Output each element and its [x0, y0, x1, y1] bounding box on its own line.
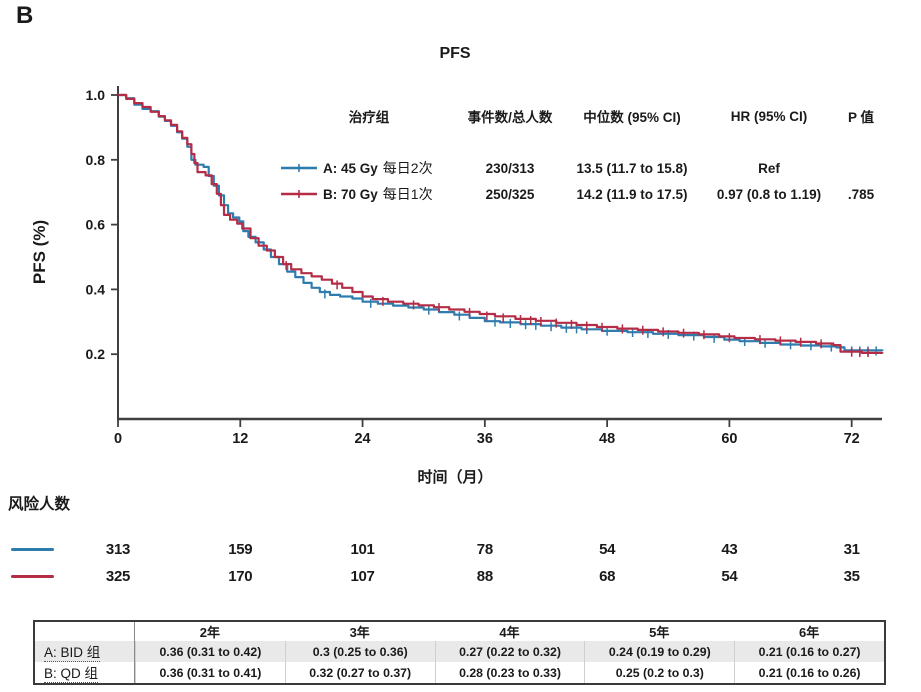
surv-value: 0.32 (0.27 to 0.37): [284, 662, 435, 683]
chart-title: PFS: [439, 45, 471, 62]
x-tick-label: 12: [232, 431, 248, 447]
x-tick-label: 60: [721, 431, 737, 447]
y-tick-label: 0.4: [86, 281, 106, 297]
surv-col-header: 4年: [499, 625, 520, 640]
risk-count-arm-b: 107: [350, 568, 375, 585]
x-tick-label: 24: [354, 431, 370, 447]
x-tick-label: 0: [114, 431, 122, 447]
arm-b-median: 14.2 (11.9 to 17.5): [576, 186, 688, 202]
legend-header-group: 治疗组: [348, 110, 390, 125]
x-tick-label: 36: [477, 431, 493, 447]
legend-header-p: P 值: [847, 110, 874, 125]
surv-value: 0.36 (0.31 to 0.42): [135, 641, 285, 662]
risk-count-arm-a: 78: [476, 541, 493, 558]
legend-results-table: 治疗组 事件数/总人数 中位数 (95% CI) HR (95% CI) P 值…: [280, 106, 888, 204]
risk-count-arm-a: 159: [228, 541, 253, 558]
surv-col-header: 2年: [199, 625, 221, 640]
risk-count-arm-b: 35: [843, 568, 860, 585]
arm-a-name: A: 45 Gy: [323, 160, 378, 176]
arm-a-hr: Ref: [758, 160, 780, 176]
legend-key-arm-a: A: 45 Gy 每日2次: [280, 158, 458, 178]
risk-count-arm-a: 313: [105, 541, 131, 558]
surv-value: 0.25 (0.2 to 0.3): [584, 662, 734, 683]
legend-header-events: 事件数/总人数: [467, 110, 553, 125]
risk-count-arm-b: 325: [105, 568, 131, 585]
legend-header-hr: HR (95% CI): [730, 108, 808, 124]
y-tick-label: 0.8: [86, 152, 106, 168]
arm-b-hr: 0.97 (0.8 to 1.19): [716, 186, 822, 202]
risk-count-arm-a: 43: [721, 541, 738, 558]
survival-curve-a: [118, 93, 884, 352]
surv-value: 0.21 (0.16 to 0.27): [734, 641, 884, 662]
surv-row-label-b: B: QD 组: [35, 662, 135, 683]
risk-count-arm-a: 101: [350, 541, 375, 558]
surv-row-label-a: A: BID 组: [35, 641, 135, 662]
surv-table-corner: [35, 622, 135, 641]
arm-b-pvalue: .785: [847, 186, 875, 202]
surv-value: 0.27 (0.22 to 0.32): [434, 641, 585, 662]
surv-value: 0.3 (0.25 to 0.36): [284, 641, 435, 662]
y-axis-label: PFS (%): [30, 219, 49, 285]
surv-value: 0.36 (0.31 to 0.41): [135, 662, 285, 683]
number-at-risk-label: 风险人数: [8, 496, 71, 513]
survival-curve-b: [118, 93, 884, 354]
x-tick-label: 48: [599, 431, 615, 447]
x-axis-label: 时间（月）: [417, 469, 493, 486]
y-tick-label: 0.2: [86, 346, 106, 362]
legend-header-median: 中位数 (95% CI): [583, 110, 681, 125]
surv-value: 0.24 (0.19 to 0.29): [584, 641, 735, 662]
line-key-icon: [281, 164, 317, 172]
risk-count-arm-a: 31: [843, 541, 860, 558]
risk-key-line-arm-b: [11, 575, 54, 578]
risk-count-arm-b: 68: [599, 568, 616, 585]
km-chart-plot: 1.0 0.8 0.6 0.4 0.2 0 12 24 36 48 60 72: [86, 86, 884, 447]
legend-row-arm-b: B: 70 Gy 每日1次 250/325 14.2 (11.9 to 17.5…: [280, 184, 888, 204]
y-tick-label: 0.6: [86, 217, 106, 233]
legend-key-arm-b: B: 70 Gy 每日1次: [280, 184, 458, 204]
risk-count-arm-a: 54: [599, 541, 616, 558]
arm-a-median: 13.5 (11.7 to 15.8): [576, 160, 688, 176]
legend-header-row: 治疗组 事件数/总人数 中位数 (95% CI) HR (95% CI) P 值: [280, 106, 888, 126]
survival-rate-table: 2年 3年 4年 5年 6年 A: BID 组 0.36 (0.31 to 0.…: [33, 620, 886, 685]
panel-label: B: [16, 2, 34, 29]
legend-row-arm-a: A: 45 Gy 每日2次 230/313 13.5 (11.7 to 15.8…: [280, 158, 888, 178]
risk-count-arm-b: 88: [476, 568, 493, 585]
surv-col-header: 3年: [349, 625, 370, 640]
x-tick-label: 72: [844, 431, 860, 447]
arm-a-schedule: 每日2次: [382, 160, 433, 176]
risk-key-line-arm-a: [11, 548, 54, 551]
line-key-icon: [281, 190, 317, 198]
surv-value: 0.28 (0.23 to 0.33): [434, 662, 585, 683]
y-tick-label: 1.0: [86, 87, 106, 103]
surv-value: 0.21 (0.16 to 0.26): [734, 662, 884, 683]
risk-count-arm-b: 170: [228, 568, 253, 585]
arm-b-name: B: 70 Gy: [323, 186, 378, 202]
arm-b-schedule: 每日1次: [382, 186, 433, 202]
surv-col-header: 5年: [649, 625, 670, 640]
arm-a-events: 230/313: [485, 160, 535, 176]
arm-b-events: 250/325: [485, 186, 535, 202]
surv-col-header: 6年: [798, 625, 820, 640]
risk-count-arm-b: 54: [721, 568, 738, 585]
